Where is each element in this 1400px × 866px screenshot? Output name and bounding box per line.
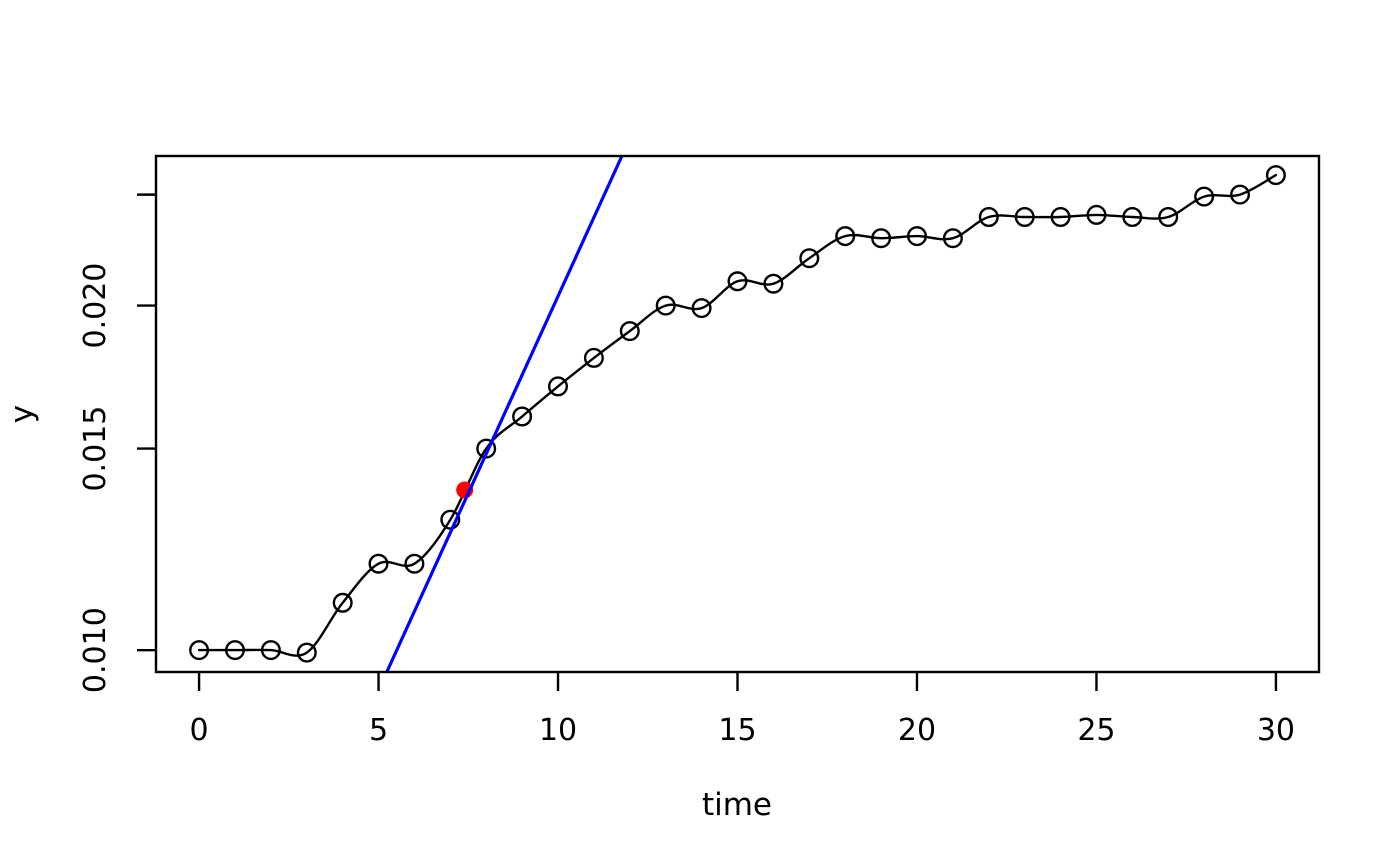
x-tick-label: 5 bbox=[369, 713, 388, 748]
data-point-marker bbox=[1122, 206, 1143, 227]
annotation-layer bbox=[385, 155, 624, 673]
x-tick-label: 20 bbox=[898, 713, 936, 748]
data-point-marker bbox=[1229, 184, 1250, 205]
data-point-marker bbox=[440, 509, 461, 530]
data-point-marker bbox=[189, 640, 210, 661]
data-point-marker bbox=[332, 592, 353, 613]
data-point-marker bbox=[691, 298, 712, 319]
data-point-marker bbox=[368, 553, 389, 574]
data-point-marker bbox=[296, 642, 317, 663]
data-point-marker bbox=[512, 406, 533, 427]
data-point-marker bbox=[1158, 206, 1179, 227]
data-point-marker bbox=[763, 273, 784, 294]
data-point-marker bbox=[583, 347, 604, 368]
x-tick-label: 0 bbox=[190, 713, 209, 748]
data-point-marker bbox=[260, 640, 281, 661]
data-point-marker bbox=[799, 248, 820, 269]
tick-labels: 0 5 10 15 20 25 30 0.010 0.015 0.020 bbox=[78, 263, 1295, 748]
data-point-marker bbox=[1265, 165, 1286, 186]
data-point-marker bbox=[1086, 204, 1107, 225]
data-point-marker bbox=[224, 640, 245, 661]
data-point-marker bbox=[978, 206, 999, 227]
y-tick-label: 0.010 bbox=[78, 607, 113, 693]
tangent-line bbox=[385, 155, 624, 673]
data-point-marker bbox=[907, 226, 928, 247]
plot-box-layer bbox=[154, 154, 1321, 674]
x-axis-title: time bbox=[702, 787, 772, 823]
y-axis-title: y bbox=[4, 405, 40, 423]
data-series-layer bbox=[189, 165, 1286, 663]
x-tick-label: 15 bbox=[718, 713, 756, 748]
x-tick-label: 30 bbox=[1257, 713, 1295, 748]
data-point-marker bbox=[1050, 206, 1071, 227]
data-point-marker bbox=[404, 553, 425, 574]
data-point-marker bbox=[1194, 186, 1215, 207]
data-point-marker bbox=[871, 228, 892, 249]
plot-box bbox=[154, 154, 1321, 674]
data-point-marker bbox=[835, 226, 856, 247]
data-point-marker bbox=[727, 271, 748, 292]
data-point-marker bbox=[619, 321, 640, 342]
y-tick-label: 0.015 bbox=[78, 406, 113, 492]
data-point-marker bbox=[1014, 206, 1035, 227]
data-point-marker bbox=[942, 228, 963, 249]
data-point-marker bbox=[548, 376, 569, 397]
data-point-marker bbox=[655, 295, 676, 316]
y-tick-label: 0.020 bbox=[78, 263, 113, 349]
x-tick-label: 10 bbox=[539, 713, 577, 748]
data-curve bbox=[197, 173, 1278, 657]
x-tick-label: 25 bbox=[1077, 713, 1115, 748]
axis-ticks bbox=[137, 193, 1278, 691]
